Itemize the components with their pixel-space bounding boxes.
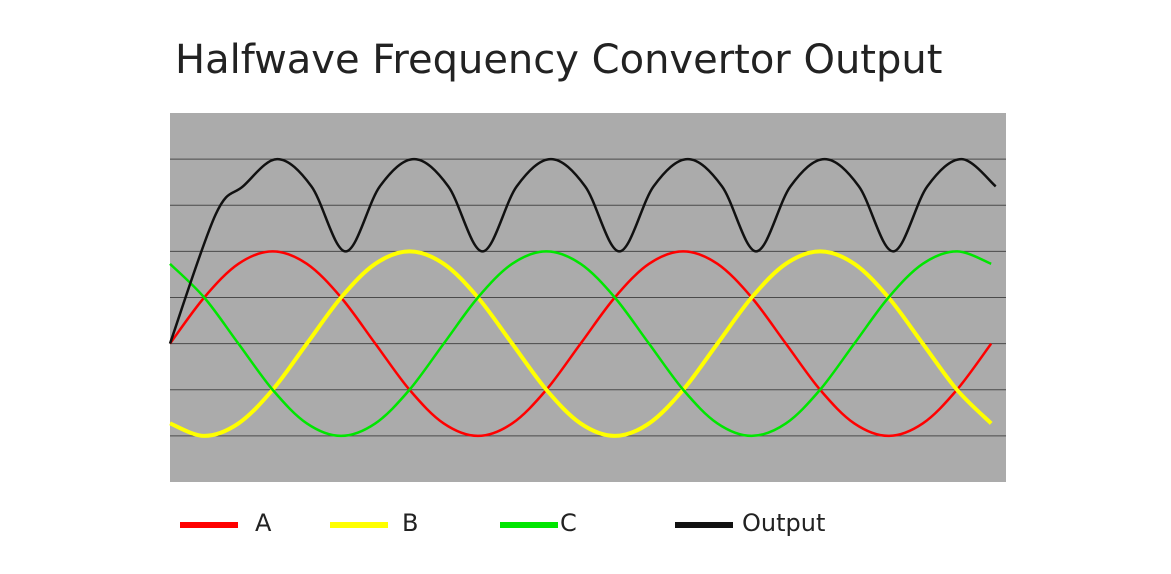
chart-title: Halfwave Frequency Convertor Output: [175, 37, 942, 83]
series-line: [169, 250, 992, 438]
legend-label: Output: [742, 509, 825, 537]
legend-label: C: [560, 509, 577, 537]
legend-label: A: [255, 509, 272, 537]
series-line: [168, 157, 997, 345]
series-line: [168, 250, 993, 438]
series-line: [169, 249, 993, 438]
legend-label: B: [402, 509, 418, 537]
